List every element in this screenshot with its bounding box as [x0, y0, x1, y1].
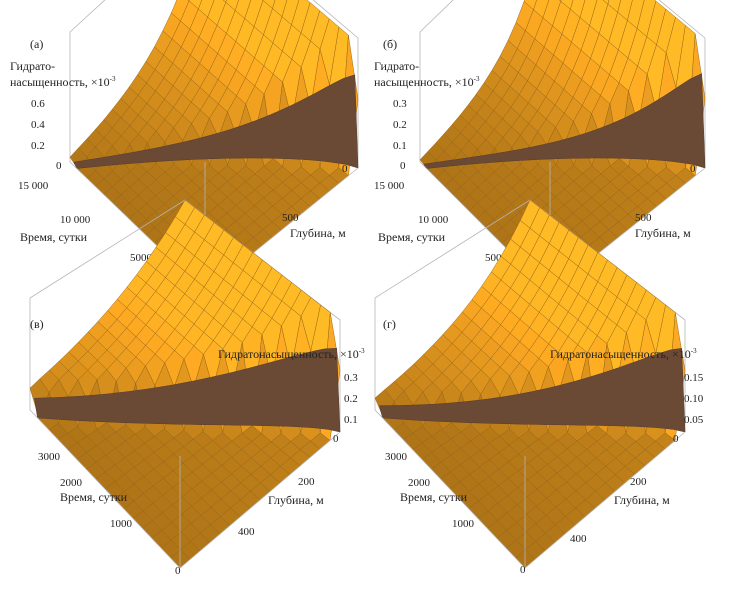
box-edge [524, 431, 686, 569]
x-axis-label: Глубина, м [614, 493, 670, 507]
z-tick: 0.10 [684, 393, 704, 405]
y-tick: 0 [175, 565, 181, 577]
box-edge [658, 0, 706, 39]
y-tick: 1000 [110, 518, 132, 530]
z-tick: 0.4 [31, 119, 45, 131]
z-axis-label-exp: -3 [473, 75, 480, 83]
box-edge [69, 0, 106, 33]
y-tick: 0 [520, 564, 526, 576]
surface [374, 199, 686, 569]
z-axis-label-exp: -3 [109, 75, 116, 83]
box-edge [179, 431, 341, 569]
y-axis-label: Время, сутки [378, 230, 446, 244]
y-tick: 10 000 [418, 214, 449, 226]
z-tick: 0 [400, 160, 406, 172]
z-tick: 0 [56, 160, 62, 172]
z-axis-label-exp: -3 [358, 347, 365, 355]
z-tick: 0.2 [31, 140, 45, 152]
z-tick: 0.1 [393, 140, 407, 152]
y-tick: 1000 [452, 518, 474, 530]
z-axis-label-line1: Гидрато- [374, 59, 420, 73]
z-axis-label-line1: Гидрато- [10, 59, 56, 73]
panel-label: (б) [383, 37, 398, 51]
z-tick: 0.1 [344, 414, 358, 426]
x-tick: 500 [635, 212, 652, 224]
z-tick: 0 [673, 433, 679, 445]
y-tick: 3000 [38, 451, 60, 463]
box-edge [29, 199, 186, 299]
z-axis-label-text: насыщенность, ×10 [374, 75, 474, 89]
x-tick: 500 [282, 212, 299, 224]
z-axis-label: Гидратонасыщенность, ×10-3 [550, 345, 697, 361]
x-tick: 400 [238, 526, 255, 538]
y-axis-label: Время, сутки [60, 490, 128, 504]
x-axis-label: Глубина, м [268, 493, 324, 507]
z-axis-label: Гидратонасыщенность, ×10-3 [218, 345, 365, 361]
z-tick: 0.05 [684, 414, 704, 426]
x-tick: 400 [570, 533, 587, 545]
z-axis-label-text: насыщенность, ×10 [10, 75, 110, 89]
x-tick: 200 [298, 476, 315, 488]
z-axis-label-exp: -3 [690, 347, 697, 355]
x-axis-label: Глубина, м [290, 226, 346, 240]
z-tick: 0.3 [344, 372, 358, 384]
x-tick: 0 [342, 163, 348, 175]
x-axis-label: Глубина, м [635, 226, 691, 240]
surface [29, 199, 341, 569]
box-edge [419, 0, 454, 33]
z-tick: 0.3 [393, 98, 407, 110]
y-tick: 10 000 [60, 214, 91, 226]
x-tick: 0 [690, 163, 696, 175]
surface-plot-d [374, 199, 686, 569]
panel-label: (в) [30, 317, 44, 331]
plot-box-front [374, 409, 686, 569]
panel-label: (г) [383, 317, 396, 331]
y-axis-label: Время, сутки [20, 230, 88, 244]
panel-label: (а) [30, 37, 44, 51]
chart-panel-d: (г) Гидратонасыщенность, ×10-3 0.15 0.10… [360, 199, 729, 600]
z-tick: 0.6 [31, 98, 45, 110]
plot-box-front [29, 409, 341, 569]
box-edge [312, 0, 359, 39]
y-axis-label: Время, сутки [400, 490, 468, 504]
y-tick: 2000 [60, 477, 82, 489]
y-tick: 2000 [408, 477, 430, 489]
z-axis-label-text: Гидратонасыщенность, ×10 [550, 347, 691, 361]
z-tick: 0.2 [393, 119, 407, 131]
z-tick: 0.2 [344, 393, 358, 405]
surface-plot-c [29, 199, 341, 569]
y-tick: 3000 [385, 451, 407, 463]
z-tick: 0 [333, 433, 339, 445]
x-tick: 200 [630, 476, 647, 488]
z-axis-label-line2: насыщенность, ×10-3 [374, 73, 480, 89]
z-tick: 0.15 [684, 372, 704, 384]
z-axis-label-text: Гидратонасыщенность, ×10 [218, 347, 359, 361]
chart-panel-c: (в) Гидратонасыщенность, ×10-3 0.3 0.2 0… [0, 199, 369, 600]
y-tick: 15 000 [374, 180, 405, 192]
box-edge [29, 409, 181, 569]
box-edge [374, 409, 526, 569]
box-edge [374, 199, 531, 299]
z-axis-label-line2: насыщенность, ×10-3 [10, 73, 116, 89]
y-tick: 15 000 [18, 180, 49, 192]
